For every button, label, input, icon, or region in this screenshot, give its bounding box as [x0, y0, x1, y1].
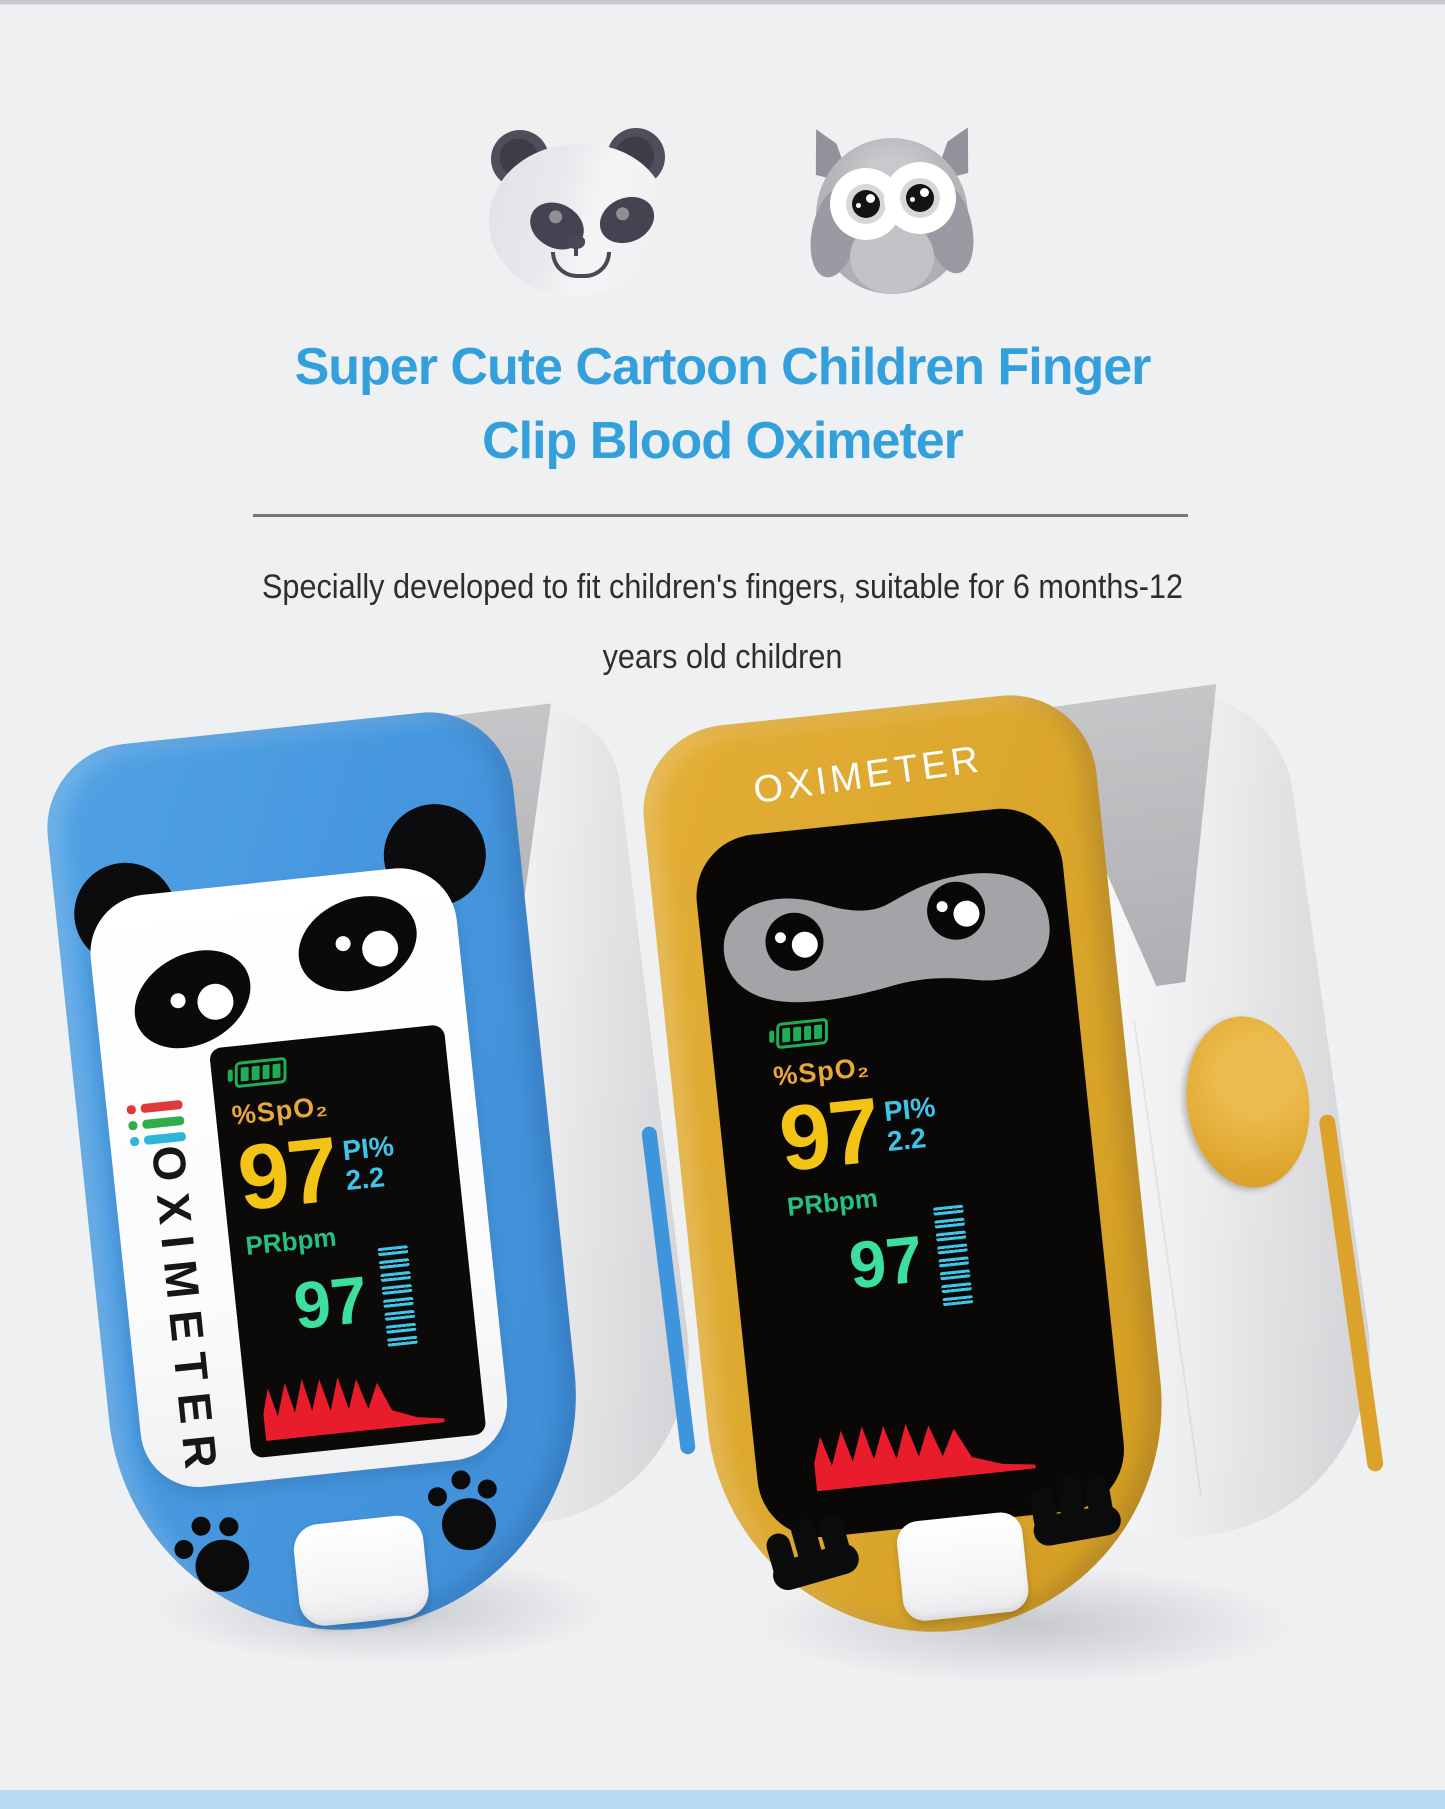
owl-mask-decal	[723, 873, 1050, 1003]
eye-highlight	[333, 933, 353, 954]
eye-highlight	[936, 900, 949, 913]
pi-value: 2.2	[344, 1161, 387, 1197]
pulse-waveform	[814, 1423, 1036, 1492]
oximeter-vertical-label: OXIMETER	[141, 1142, 229, 1483]
owl-pupil	[906, 184, 934, 212]
paw-print-icon	[164, 1499, 272, 1607]
eye-highlight	[191, 977, 240, 1027]
eye-highlight	[356, 925, 404, 973]
owl-eye-icon	[884, 162, 956, 234]
bottom-border-strip	[0, 1790, 1445, 1809]
signal-bars-icon	[378, 1245, 419, 1347]
brand-stripes-icon	[126, 1099, 187, 1147]
owl-pupil	[852, 190, 880, 218]
description-line1: Specially developed to fit children's fi…	[262, 568, 1183, 606]
paw-print-icon	[425, 1467, 512, 1554]
description-line2: years old children	[602, 638, 843, 676]
signal-bars-icon	[933, 1204, 974, 1307]
pulse-waveform	[263, 1377, 445, 1441]
oled-display: %SpO₂ 97 PI% 2.2 PRbpm 97	[768, 998, 1066, 1492]
title-divider	[253, 514, 1188, 517]
panda-philtrum	[574, 246, 578, 256]
power-button	[894, 1510, 1031, 1623]
eye-highlight	[774, 931, 787, 944]
panda-pupil	[546, 208, 565, 226]
page-title: Super Cute Cartoon Children Finger Clip …	[0, 330, 1445, 478]
eye-highlight	[167, 990, 189, 1011]
oximeter-yellow-owl: OXIMETER %SpO₂	[634, 677, 1394, 1676]
owl-face-panel: %SpO₂ 97 PI% 2.2 PRbpm 97	[690, 802, 1131, 1544]
pi-label: PI%	[882, 1091, 937, 1128]
pi-value: 2.2	[885, 1122, 928, 1158]
spo2-value: 97	[233, 1118, 342, 1231]
owl-feet-icon	[1025, 1467, 1127, 1550]
page-title-line2: Clip Blood Oximeter	[482, 412, 964, 470]
pi-label: PI%	[340, 1130, 396, 1167]
eye-highlight	[952, 899, 981, 928]
page-title-line1: Super Cute Cartoon Children Finger	[294, 338, 1152, 396]
panda-pupil	[613, 205, 632, 223]
product-description: Specially developed to fit children's fi…	[72, 552, 1373, 692]
owl-face-icon	[802, 124, 982, 300]
eye-highlight	[790, 930, 820, 959]
panda-eye-decal	[284, 879, 432, 1009]
panda-face-icon	[483, 128, 673, 298]
device-front-panel: OXIMETER %SpO₂ 97 PI% 2.2 PRbpm	[38, 704, 600, 1653]
power-button	[291, 1513, 432, 1629]
side-accent-strip	[1318, 1113, 1385, 1473]
oximeter-top-label: OXIMETER	[750, 738, 985, 813]
top-border-strip	[0, 0, 1445, 5]
panda-nose	[567, 236, 585, 249]
oximeter-blue-panda: OXIMETER %SpO₂ 97 PI% 2.2 PRbpm	[38, 698, 709, 1660]
device-front-panel: OXIMETER %SpO₂	[634, 686, 1185, 1655]
pulse-rate-value: 97	[845, 1221, 927, 1303]
oled-display: %SpO₂ 97 PI% 2.2 PRbpm 97	[208, 1024, 487, 1459]
pulse-rate-value: 97	[290, 1261, 372, 1343]
spo2-value: 97	[774, 1079, 884, 1192]
panda-face-plate: OXIMETER %SpO₂ 97 PI% 2.2 PRbpm	[84, 862, 513, 1493]
